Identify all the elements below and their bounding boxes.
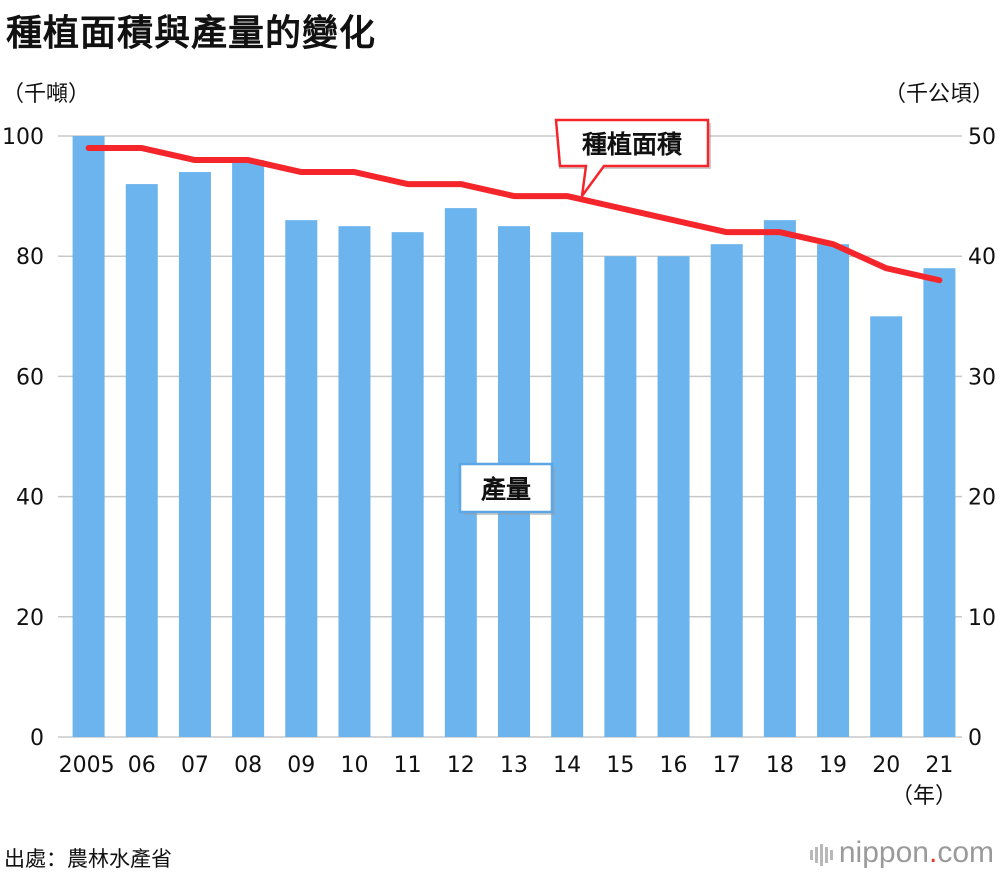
x-tick-label: 2005 bbox=[59, 753, 115, 778]
left-tick-label: 60 bbox=[16, 365, 44, 390]
production-bars bbox=[72, 136, 956, 738]
area-point-10 bbox=[353, 171, 356, 174]
bar-17 bbox=[710, 244, 743, 737]
left-axis-ticks: 0 20 40 60 80 100 bbox=[2, 125, 44, 751]
bar-19 bbox=[817, 244, 850, 737]
bar-18 bbox=[763, 220, 796, 737]
bar-06 bbox=[125, 184, 158, 737]
right-tick-label: 30 bbox=[968, 365, 996, 390]
area-point-07 bbox=[193, 159, 196, 162]
x-tick-label: 07 bbox=[181, 753, 209, 778]
bar-15 bbox=[604, 256, 637, 737]
area-line bbox=[85, 145, 943, 284]
left-tick-label: 0 bbox=[30, 726, 44, 751]
x-tick-label: 19 bbox=[819, 753, 847, 778]
right-tick-label: 40 bbox=[968, 245, 996, 270]
bar-08 bbox=[232, 160, 265, 738]
left-tick-label: 20 bbox=[16, 606, 44, 631]
x-tick-label: 14 bbox=[553, 753, 581, 778]
right-axis-unit: （千公頃） bbox=[883, 82, 994, 107]
source-note: 出處：農林水產省 bbox=[4, 847, 172, 871]
brand-tld: com bbox=[937, 836, 994, 869]
bar-14 bbox=[551, 232, 584, 737]
right-tick-label: 20 bbox=[968, 486, 996, 511]
x-tick-label: 20 bbox=[872, 753, 900, 778]
x-tick-label: 15 bbox=[606, 753, 634, 778]
x-axis-ticks: 2005 06 07 08 09 10 11 12 13 14 15 16 17 18 19 20 21 bbox=[59, 753, 954, 778]
area-point-14 bbox=[566, 195, 569, 198]
bar-10 bbox=[338, 226, 371, 737]
x-tick-label: 18 bbox=[766, 753, 794, 778]
brand-name: nippon bbox=[838, 836, 929, 869]
area-point-16 bbox=[672, 219, 675, 222]
bar-2005 bbox=[72, 136, 105, 737]
production-callout-box bbox=[458, 462, 554, 514]
left-tick-label: 80 bbox=[16, 245, 44, 270]
bar-16 bbox=[657, 256, 690, 737]
area-point-09 bbox=[300, 171, 303, 174]
x-tick-label: 13 bbox=[500, 753, 528, 778]
bar-21 bbox=[923, 268, 956, 737]
right-tick-label: 0 bbox=[968, 726, 982, 751]
right-axis-ticks: 0 10 20 30 40 50 bbox=[968, 125, 996, 751]
x-axis-unit: （年） bbox=[891, 784, 957, 809]
area-point-11 bbox=[406, 183, 409, 186]
area-point-2005 bbox=[87, 147, 90, 150]
production-callout-label: 產量 bbox=[481, 475, 531, 504]
area-point-18 bbox=[778, 231, 781, 234]
x-tick-label: 16 bbox=[660, 753, 688, 778]
area-point-21 bbox=[938, 279, 941, 282]
area-point-19 bbox=[832, 243, 835, 246]
x-tick-label: 12 bbox=[447, 753, 475, 778]
area-point-12 bbox=[459, 183, 462, 186]
area-point-13 bbox=[513, 195, 515, 198]
bar-20 bbox=[870, 316, 903, 737]
x-tick-label: 09 bbox=[287, 753, 315, 778]
bar-09 bbox=[285, 220, 318, 737]
brand-logo: nippon.com bbox=[809, 836, 994, 871]
left-axis-unit: （千噸） bbox=[2, 82, 91, 107]
area-callout-label: 種植面積 bbox=[582, 130, 682, 159]
x-tick-label: 11 bbox=[394, 753, 422, 778]
area-callout-box bbox=[554, 118, 710, 197]
x-tick-label: 17 bbox=[713, 753, 741, 778]
bar-11 bbox=[391, 232, 424, 737]
area-point-08 bbox=[247, 159, 250, 162]
x-tick-label: 10 bbox=[340, 753, 368, 778]
brand-dot: . bbox=[928, 836, 938, 869]
left-tick-label: 100 bbox=[2, 125, 44, 150]
left-tick-label: 40 bbox=[16, 486, 44, 511]
chart-title: 種植面積與產量的變化 bbox=[6, 13, 377, 54]
brand-bars-icon bbox=[809, 837, 835, 871]
right-tick-label: 50 bbox=[968, 125, 996, 150]
area-point-20 bbox=[885, 267, 888, 270]
x-tick-label: 08 bbox=[234, 753, 262, 778]
bar-07 bbox=[178, 172, 211, 737]
area-point-17 bbox=[725, 231, 728, 234]
right-tick-label: 10 bbox=[968, 606, 996, 631]
area-point-15 bbox=[619, 207, 622, 210]
x-tick-label: 21 bbox=[925, 753, 953, 778]
area-point-06 bbox=[140, 147, 143, 150]
x-tick-label: 06 bbox=[128, 753, 156, 778]
